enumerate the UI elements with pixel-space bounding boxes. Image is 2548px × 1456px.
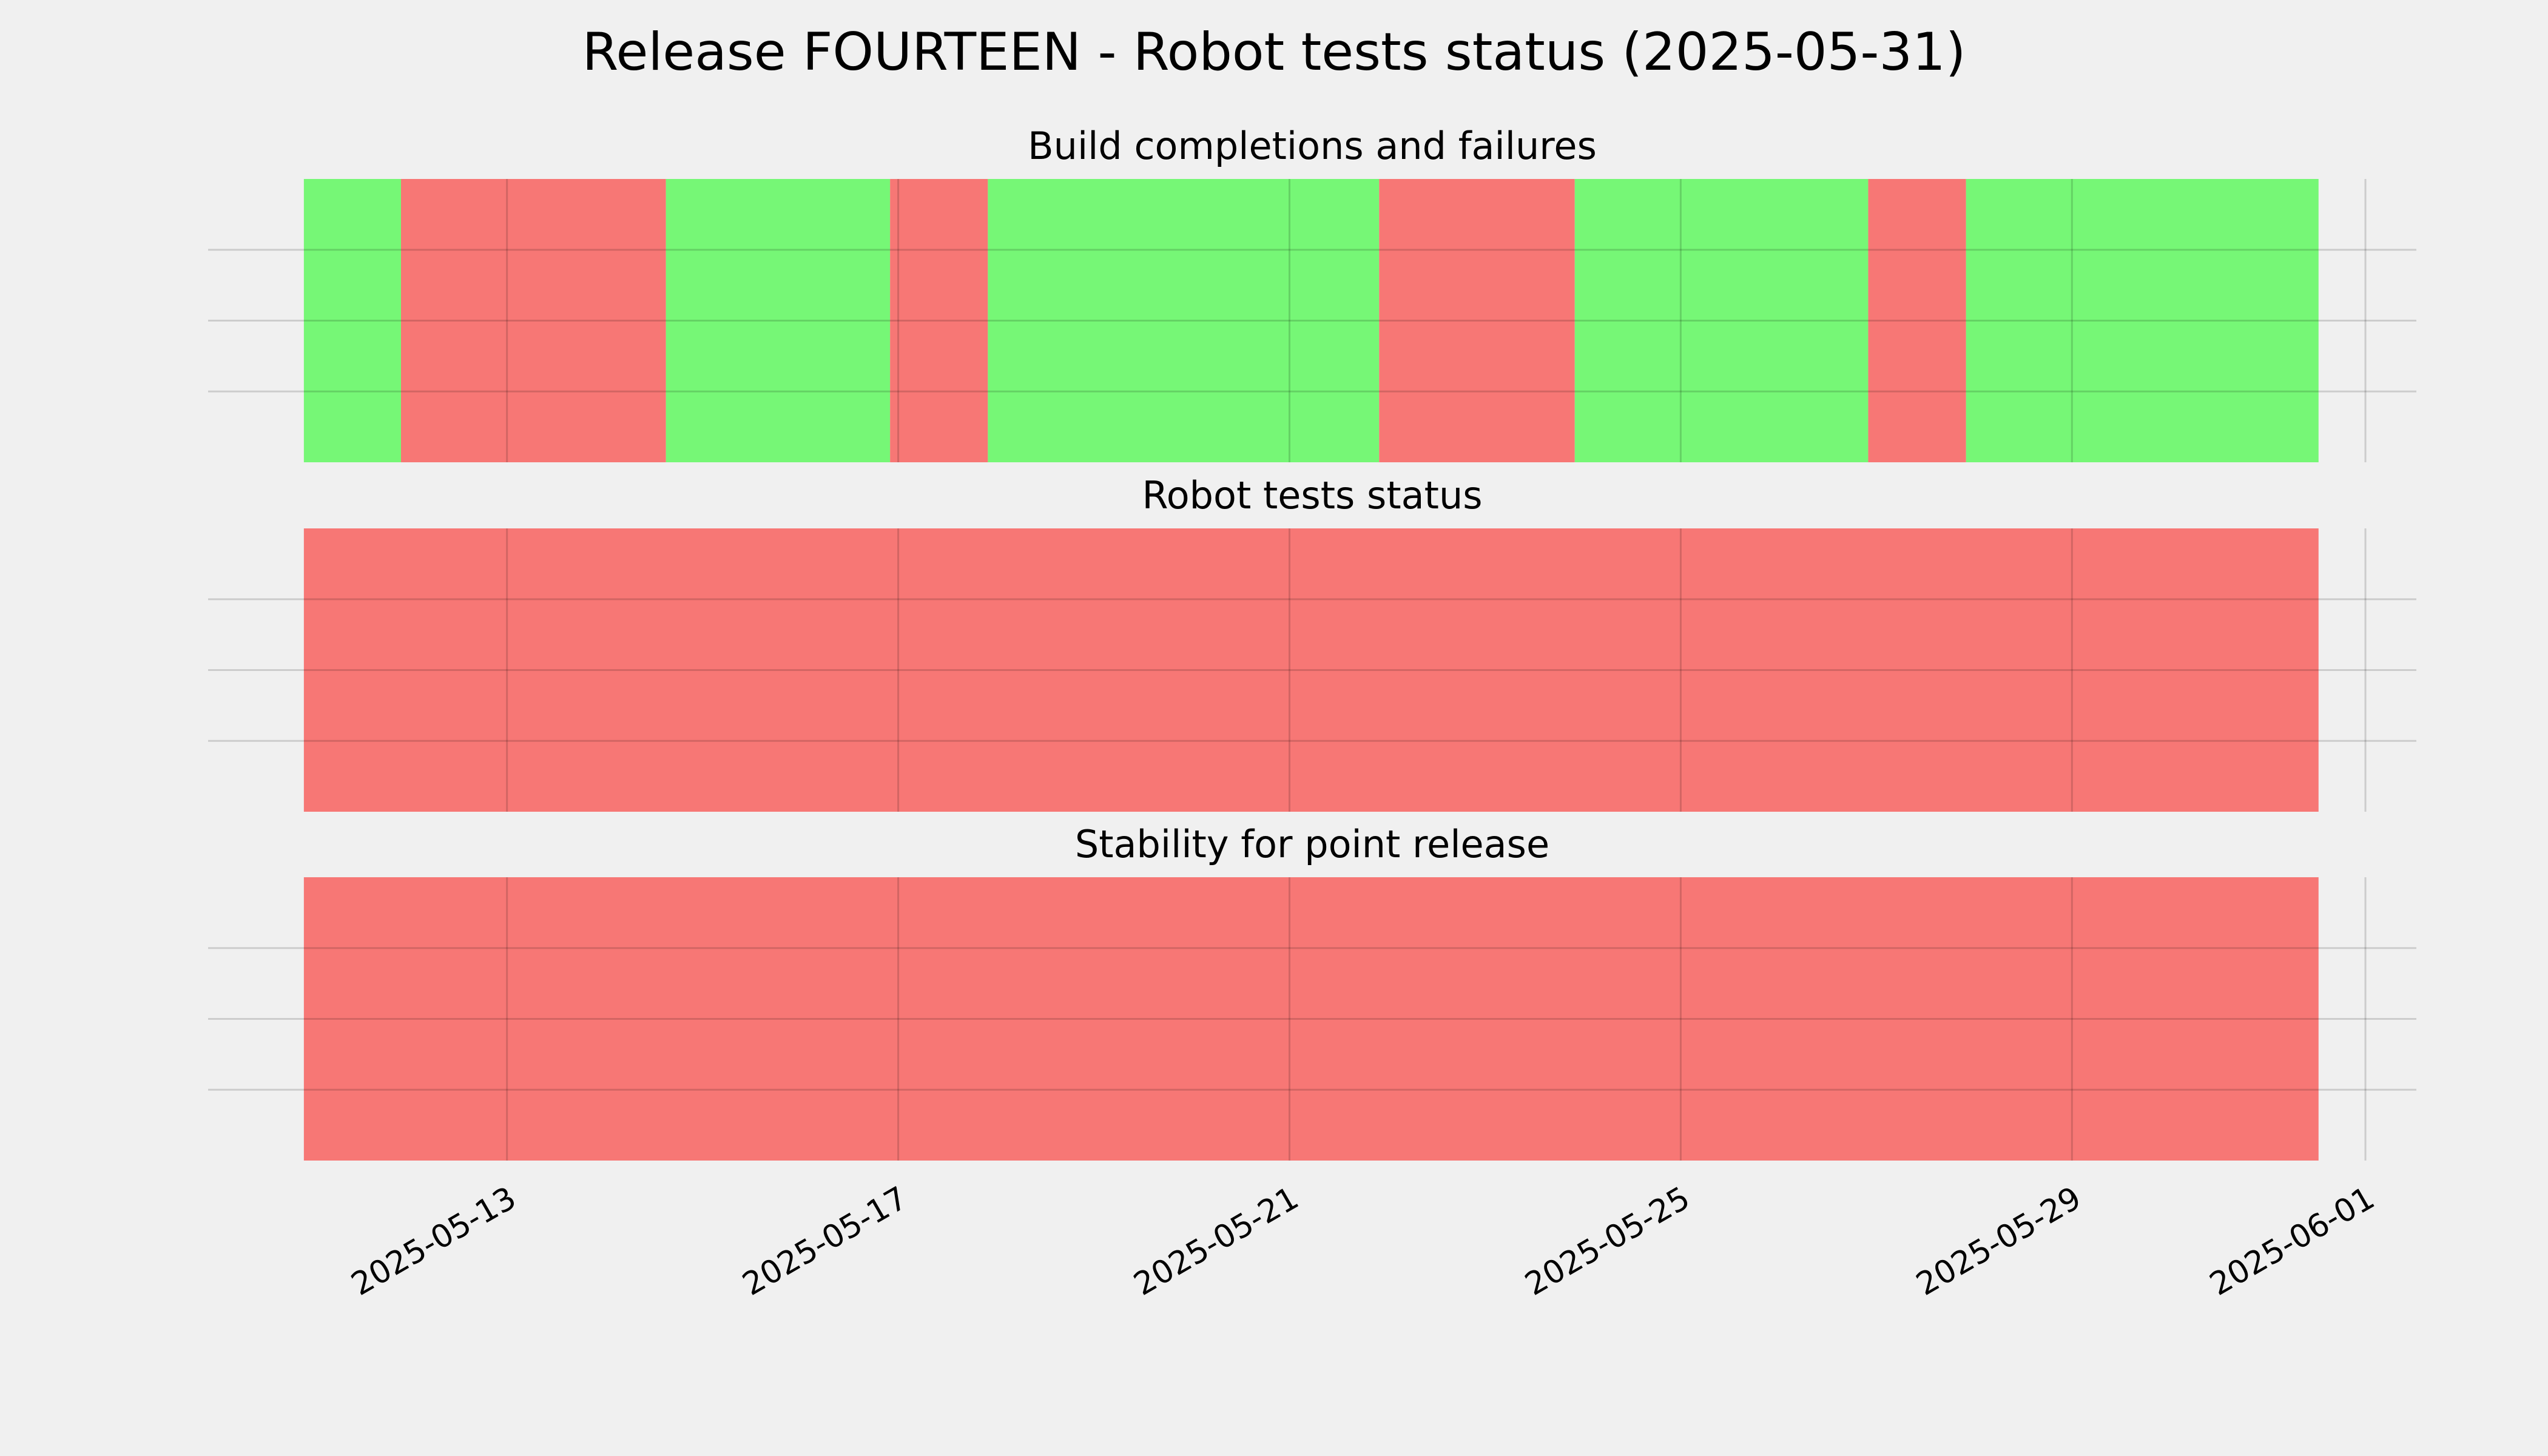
- status-span: [400, 179, 666, 462]
- status-span: [1379, 179, 1575, 462]
- panel-title: Robot tests status: [1142, 473, 1482, 517]
- status-span: [1868, 179, 1966, 462]
- panel-title: Stability for point release: [1075, 822, 1549, 866]
- status-span: [666, 179, 891, 462]
- status-span: [1574, 179, 1869, 462]
- status-span: [988, 179, 1380, 462]
- status-span: [303, 528, 2319, 812]
- chart-title: Release FOURTEEN - Robot tests status (2…: [582, 22, 1966, 83]
- status-span: [890, 179, 988, 462]
- status-span: [303, 179, 401, 462]
- panel-title: Build completions and failures: [1028, 124, 1597, 168]
- status-span: [1966, 179, 2319, 462]
- status-span: [303, 877, 2319, 1161]
